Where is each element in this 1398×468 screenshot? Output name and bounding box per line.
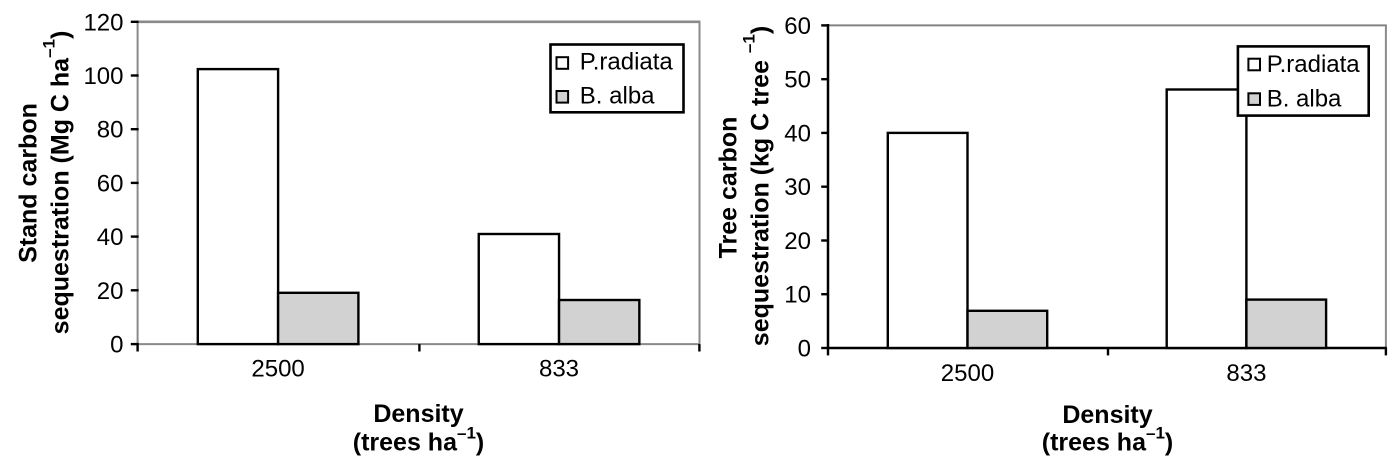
- svg-text:20: 20: [784, 228, 811, 255]
- svg-text:B. alba: B. alba: [1267, 85, 1342, 112]
- svg-text:2500: 2500: [251, 355, 304, 382]
- svg-text:(trees ha–1): (trees ha–1): [1042, 424, 1173, 457]
- svg-text:P.radiata: P.radiata: [1267, 51, 1361, 78]
- svg-text:Stand carbon: Stand carbon: [15, 103, 43, 263]
- svg-text:60: 60: [784, 13, 811, 40]
- svg-text:(trees ha–1): (trees ha–1): [353, 424, 484, 457]
- svg-text:0: 0: [798, 336, 811, 363]
- svg-text:Density: Density: [1062, 401, 1152, 429]
- svg-text:20: 20: [97, 278, 124, 305]
- svg-text:40: 40: [97, 224, 124, 251]
- svg-text:50: 50: [784, 67, 811, 94]
- svg-text:2500: 2500: [941, 360, 994, 387]
- svg-text:60: 60: [97, 170, 124, 197]
- svg-text:833: 833: [539, 355, 579, 382]
- svg-text:30: 30: [784, 174, 811, 201]
- svg-text:120: 120: [83, 9, 123, 36]
- svg-text:80: 80: [97, 117, 124, 144]
- svg-text:100: 100: [83, 63, 123, 90]
- svg-text:833: 833: [1226, 360, 1266, 387]
- svg-text:10: 10: [784, 282, 811, 309]
- svg-text:Tree carbon: Tree carbon: [715, 117, 743, 259]
- svg-text:B. alba: B. alba: [580, 82, 655, 109]
- svg-text:0: 0: [110, 332, 123, 359]
- svg-text:Density: Density: [373, 400, 463, 428]
- svg-text:40: 40: [784, 120, 811, 147]
- svg-text:sequestration (Mg C ha–1): sequestration (Mg C ha–1): [40, 31, 75, 335]
- svg-text:P.radiata: P.radiata: [580, 49, 674, 76]
- svg-text:sequestration (kg C tree –1): sequestration (kg C tree –1): [740, 26, 775, 346]
